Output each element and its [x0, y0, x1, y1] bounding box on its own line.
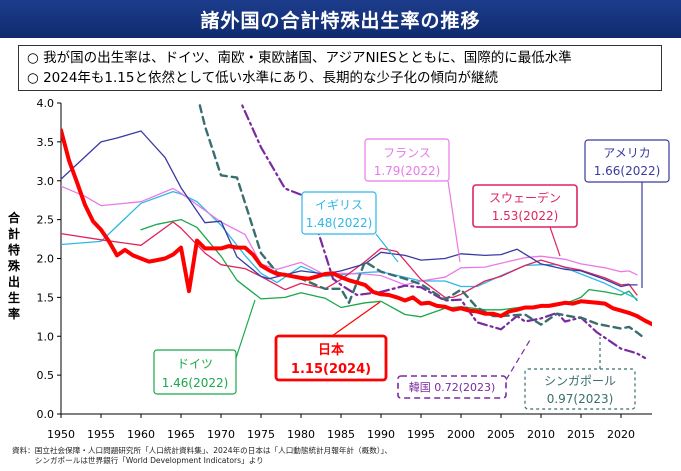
callout-leader-japan	[331, 301, 381, 337]
callout-box-uk	[301, 191, 377, 235]
x-tick-label: 2005	[487, 428, 515, 441]
callout-text-france: フランス	[383, 146, 431, 160]
callout-text-usa: 1.66(2022)	[594, 164, 661, 178]
callout-text-uk: イギリス	[315, 198, 363, 212]
y-tick-label: 3.0	[37, 175, 55, 188]
summary-box: ○ 我が国の出生率は、ドイツ、南欧・東欧諸国、アジアNIESとともに、国際的に最…	[18, 45, 662, 91]
x-tick-label: 2000	[447, 428, 475, 441]
x-tick-label: 1960	[127, 428, 155, 441]
callout-box-france	[364, 138, 450, 182]
x-tick-label: 1970	[207, 428, 235, 441]
callout-text-germany: ドイツ	[177, 357, 213, 371]
callout-box-singapore	[524, 368, 636, 410]
x-tick-label: 2020	[607, 428, 635, 441]
y-axis-label-char: 殊	[7, 258, 21, 273]
summary-line-2: ○ 2024年も1.15と依然として低い水準にあり、長期的な少子化の傾向が継続	[27, 70, 499, 86]
callout-box-germany	[153, 349, 237, 395]
x-tick-label: 1985	[327, 428, 355, 441]
callout-text-singapore: 0.97(2023)	[547, 392, 614, 406]
series-line-germany	[140, 218, 638, 318]
series-line-singapore	[198, 103, 647, 340]
y-axis-label-char: 特	[8, 242, 20, 257]
callout-box-japan	[274, 334, 388, 382]
source-line-1: 資料：国立社会保障・人口問題研究所「人口統計資料集」、2024年の日本は「人口動…	[12, 446, 393, 455]
y-axis-label-char: 出	[8, 274, 20, 289]
x-tick-label: 1975	[247, 428, 275, 441]
callout-text-germany: 1.46(2022)	[162, 376, 229, 390]
callout-text-sweden: 1.53(2022)	[492, 209, 559, 223]
x-tick-label: 1950	[47, 428, 75, 441]
x-tick-label: 1995	[407, 428, 435, 441]
y-tick-label: 3.5	[37, 136, 55, 149]
source-note: 資料：国立社会保障・人口問題研究所「人口統計資料集」、2024年の日本は「人口動…	[12, 446, 672, 466]
x-tick-label: 1955	[87, 428, 115, 441]
callout-box-usa	[584, 139, 670, 183]
y-tick-label: 0.5	[37, 369, 55, 382]
y-tick-label: 0.0	[37, 408, 55, 421]
series-line-korea	[239, 103, 647, 360]
y-tick-label: 4.0	[37, 97, 55, 110]
callout-box-korea	[397, 375, 507, 399]
x-tick-label: 1980	[287, 428, 315, 441]
callout-text-uk: 1.48(2022)	[306, 216, 373, 230]
callout-leader-sweden	[549, 226, 561, 257]
y-axis-label-char: 合	[8, 210, 21, 225]
callout-text-japan: 1.15(2024)	[291, 362, 371, 377]
y-tick-label: 1.5	[37, 291, 55, 304]
page-title: 諸外国の合計特殊出生率の推移	[0, 0, 681, 38]
source-line-2: シンガポールは世界銀行「World Development Indicators…	[12, 456, 264, 465]
callout-leader-uk	[375, 233, 399, 263]
callout-text-sweden: スウェーデン	[489, 190, 561, 205]
y-tick-label: 2.5	[37, 214, 55, 227]
callout-text-korea: 韓国 0.72(2023)	[409, 381, 496, 394]
callout-leader-france	[447, 180, 461, 263]
series-line-japan	[61, 128, 652, 327]
y-axis-label-char: 計	[8, 226, 20, 241]
series-line-france	[61, 185, 638, 286]
callout-text-usa: アメリカ	[603, 146, 650, 160]
y-axis-label-char: 率	[8, 306, 20, 321]
callout-text-singapore: シンガポール	[544, 374, 616, 388]
y-axis-label-char: 生	[8, 290, 20, 305]
x-tick-label: 2015	[567, 428, 595, 441]
y-tick-label: 1.0	[37, 330, 55, 343]
series-line-usa	[61, 130, 638, 288]
y-tick-label: 2.0	[37, 253, 55, 266]
x-tick-label: 2010	[527, 428, 555, 441]
callout-leader-korea	[505, 339, 531, 381]
callout-text-france: 1.79(2022)	[374, 164, 441, 178]
callout-leader-germany	[235, 299, 256, 359]
callout-text-japan: 日本	[318, 342, 344, 358]
x-tick-label: 1990	[367, 428, 395, 441]
summary-line-1: ○ 我が国の出生率は、ドイツ、南欧・東欧諸国、アジアNIESとともに、国際的に最…	[27, 50, 572, 66]
x-tick-label: 1965	[167, 428, 195, 441]
callout-box-sweden	[472, 184, 578, 228]
